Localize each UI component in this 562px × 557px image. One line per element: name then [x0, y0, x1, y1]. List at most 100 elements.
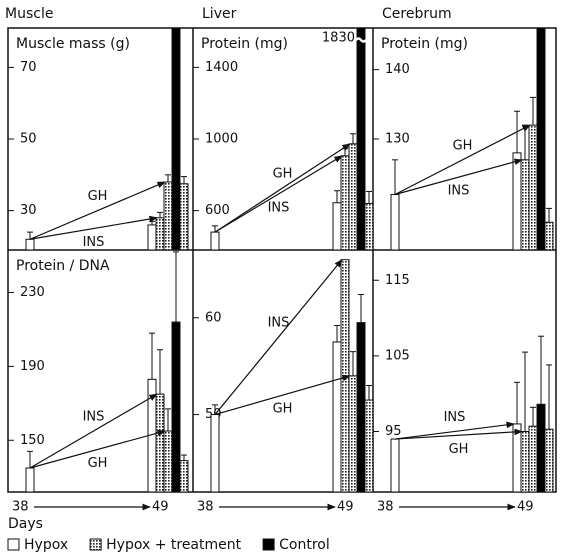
bar [179, 460, 189, 492]
legend-label: Hypox + treatment [106, 537, 241, 553]
arrow-label: GH [88, 456, 108, 471]
bar [520, 159, 530, 250]
error-bar [538, 335, 544, 405]
bar [179, 183, 189, 250]
arrow [29, 215, 158, 240]
bar [155, 217, 165, 250]
error-bar [149, 220, 155, 225]
legend-swatch [262, 538, 275, 551]
y-tick-label: 95 [385, 424, 402, 439]
error-bar [27, 231, 33, 240]
bar [210, 231, 220, 250]
error-bar [546, 364, 552, 430]
error-bar [165, 174, 171, 182]
error-bar [165, 408, 171, 432]
panel-label: Muscle mass (g) [16, 36, 130, 52]
bar [332, 202, 342, 250]
y-tick-label: 50 [20, 132, 37, 147]
bars [210, 28, 373, 250]
bars [390, 335, 554, 492]
y-tick-label: 70 [20, 60, 37, 75]
error-bar [157, 349, 163, 395]
arrow [214, 143, 351, 233]
bar [25, 467, 35, 492]
bar [163, 430, 173, 492]
bar [171, 321, 181, 492]
bar [332, 341, 342, 492]
legend-label: Hypox [24, 537, 68, 553]
y-tick-label: 1400 [205, 60, 238, 75]
bar [390, 194, 400, 250]
x-tick-label: 49 [517, 500, 534, 515]
arrow-label: GH [449, 442, 469, 457]
bar [356, 28, 366, 250]
error-bar [157, 211, 163, 218]
arrow [29, 393, 158, 469]
legend-label: Control [279, 537, 330, 553]
arrow [214, 155, 343, 233]
legend-swatch [7, 538, 20, 551]
error-bar [546, 207, 552, 223]
bar [147, 224, 157, 250]
error-bar [212, 404, 218, 415]
error-bar [27, 450, 33, 468]
y-tick-label: 140 [385, 62, 410, 77]
error-bar [366, 385, 372, 401]
frame [7, 27, 557, 493]
arrow-label: INS [444, 410, 466, 425]
bar [390, 438, 400, 492]
bar [155, 393, 165, 492]
x-tick-label: 49 [337, 500, 354, 515]
error-bar [514, 381, 520, 424]
error-bar [173, 251, 179, 323]
y-tick-label: 115 [385, 273, 410, 288]
x-axis-label: Days [8, 516, 43, 532]
bar [340, 155, 350, 250]
arrow-label: INS [83, 410, 105, 425]
bar [544, 221, 554, 250]
bar [356, 322, 366, 492]
y-tick-label: 130 [385, 132, 410, 147]
column-title: Muscle [5, 6, 53, 22]
arrow [394, 421, 515, 440]
arrow [214, 374, 351, 416]
legend-swatch [89, 538, 102, 551]
error-bar [366, 190, 372, 204]
error-bar [530, 96, 536, 126]
arrow-label: GH [88, 189, 108, 204]
bar [528, 425, 538, 492]
error-bar [522, 351, 528, 432]
bar [348, 143, 358, 250]
arrow [394, 124, 531, 196]
x-tick-label: 38 [197, 500, 214, 515]
error-bar [181, 454, 187, 461]
bar [171, 28, 181, 250]
arrow [214, 259, 343, 415]
y-tick-label: 190 [20, 359, 45, 374]
x-tick-label: 38 [377, 500, 394, 515]
panel-label: Protein / DNA [16, 258, 110, 274]
error-bar [350, 133, 356, 144]
error-bar [392, 159, 398, 195]
bars [390, 28, 554, 250]
error-bar [181, 176, 187, 184]
bar [25, 238, 35, 250]
error-bar [334, 190, 340, 203]
arrow-label: INS [268, 316, 290, 331]
arrow [29, 429, 166, 469]
bar [512, 423, 522, 492]
bar [210, 414, 220, 492]
error-bar [149, 332, 155, 380]
bar [340, 259, 350, 492]
error-bar [350, 351, 356, 376]
panel-label: Protein (mg) [201, 36, 288, 52]
error-bar [342, 148, 348, 156]
arrow-label: GH [273, 402, 293, 417]
arrow-label: GH [453, 138, 473, 153]
value-label: 1830 [322, 31, 355, 46]
column-title: Cerebrum [382, 6, 452, 22]
bar [364, 202, 373, 250]
y-tick-label: 105 [385, 348, 410, 363]
bar [364, 399, 373, 492]
